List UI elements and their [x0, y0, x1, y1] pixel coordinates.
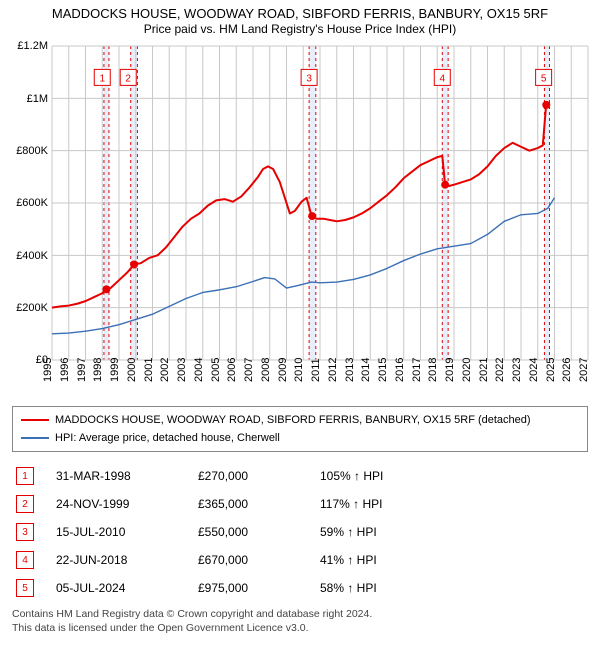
x-axis-tick: 2026	[563, 364, 579, 398]
x-axis-tick: 2006	[228, 364, 244, 398]
y-axis-tick: £1M	[8, 93, 48, 105]
x-axis-tick: 2008	[262, 364, 278, 398]
event-price: £550,000	[198, 525, 298, 539]
events-table: 1 31-MAR-1998 £270,000 105% ↑ HPI 2 24-NOV-19…	[12, 462, 588, 602]
event-price: £365,000	[198, 497, 298, 511]
x-axis-tick: 2011	[312, 364, 328, 398]
footer-line-1: Contains HM Land Registry data © Crown c…	[12, 608, 588, 622]
x-axis-tick: 2027	[580, 364, 596, 398]
event-badge: 2	[16, 495, 34, 513]
svg-text:3: 3	[306, 74, 312, 85]
y-axis-tick: £1.2M	[8, 40, 48, 52]
x-axis-tick: 2015	[379, 364, 395, 398]
legend-label: MADDOCKS HOUSE, WOODWAY ROAD, SIBFORD FE…	[55, 414, 531, 426]
x-axis-tick: 2016	[396, 364, 412, 398]
x-axis-tick: 2014	[362, 364, 378, 398]
footer-attribution: Contains HM Land Registry data © Crown c…	[12, 608, 588, 635]
legend-item: MADDOCKS HOUSE, WOODWAY ROAD, SIBFORD FE…	[21, 411, 579, 429]
event-date: 22-JUN-2018	[56, 553, 176, 567]
svg-text:1: 1	[99, 74, 105, 85]
x-axis-tick: 1996	[61, 364, 77, 398]
event-row: 3 15-JUL-2010 £550,000 59% ↑ HPI	[12, 518, 588, 546]
x-axis-tick: 2022	[496, 364, 512, 398]
y-axis-tick: £200K	[8, 302, 48, 314]
event-badge: 5	[16, 579, 34, 597]
svg-text:5: 5	[541, 74, 547, 85]
y-axis-tick: £600K	[8, 197, 48, 209]
x-axis-tick: 1995	[44, 364, 60, 398]
x-axis-tick: 2020	[463, 364, 479, 398]
event-price: £975,000	[198, 581, 298, 595]
y-axis-tick: £800K	[8, 145, 48, 157]
x-axis-tick: 2000	[128, 364, 144, 398]
x-axis-tick: 1999	[111, 364, 127, 398]
event-row: 2 24-NOV-1999 £365,000 117% ↑ HPI	[12, 490, 588, 518]
x-axis-tick: 2007	[245, 364, 261, 398]
y-axis-tick: £400K	[8, 250, 48, 262]
x-axis-tick: 2018	[429, 364, 445, 398]
chart-title: MADDOCKS HOUSE, WOODWAY ROAD, SIBFORD FE…	[8, 6, 592, 22]
event-pct: 58% ↑ HPI	[320, 581, 440, 595]
event-pct: 105% ↑ HPI	[320, 469, 440, 483]
x-axis-tick: 2023	[513, 364, 529, 398]
chart-container: MADDOCKS HOUSE, WOODWAY ROAD, SIBFORD FE…	[0, 0, 600, 650]
x-axis-tick: 2002	[161, 364, 177, 398]
event-date: 31-MAR-1998	[56, 469, 176, 483]
x-axis-tick: 2004	[195, 364, 211, 398]
x-axis-tick: 1998	[94, 364, 110, 398]
event-row: 5 05-JUL-2024 £975,000 58% ↑ HPI	[12, 574, 588, 602]
event-price: £670,000	[198, 553, 298, 567]
legend: MADDOCKS HOUSE, WOODWAY ROAD, SIBFORD FE…	[12, 406, 588, 452]
event-pct: 59% ↑ HPI	[320, 525, 440, 539]
event-pct: 41% ↑ HPI	[320, 553, 440, 567]
x-axis-tick: 2003	[178, 364, 194, 398]
footer-line-2: This data is licensed under the Open Gov…	[12, 622, 588, 636]
event-badge: 4	[16, 551, 34, 569]
svg-text:2: 2	[125, 74, 131, 85]
event-badge: 3	[16, 523, 34, 541]
legend-item: HPI: Average price, detached house, Cher…	[21, 429, 579, 447]
event-price: £270,000	[198, 469, 298, 483]
event-date: 05-JUL-2024	[56, 581, 176, 595]
event-date: 15-JUL-2010	[56, 525, 176, 539]
svg-text:4: 4	[439, 74, 445, 85]
event-row: 4 22-JUN-2018 £670,000 41% ↑ HPI	[12, 546, 588, 574]
legend-swatch	[21, 419, 49, 421]
event-row: 1 31-MAR-1998 £270,000 105% ↑ HPI	[12, 462, 588, 490]
legend-swatch	[21, 437, 49, 439]
event-badge: 1	[16, 467, 34, 485]
x-axis-tick: 2012	[329, 364, 345, 398]
event-pct: 117% ↑ HPI	[320, 497, 440, 511]
x-axis-tick: 2010	[295, 364, 311, 398]
event-date: 24-NOV-1999	[56, 497, 176, 511]
x-axis-tick: 2024	[530, 364, 546, 398]
chart-svg: 1 2 3 4 5	[8, 40, 592, 400]
x-axis-tick: 2019	[446, 364, 462, 398]
chart-subtitle: Price paid vs. HM Land Registry's House …	[8, 22, 592, 36]
chart-plot-area: 12345£0£200K£400K£600K£800K£1M£1.2M19951…	[8, 40, 592, 400]
legend-label: HPI: Average price, detached house, Cher…	[55, 432, 280, 444]
